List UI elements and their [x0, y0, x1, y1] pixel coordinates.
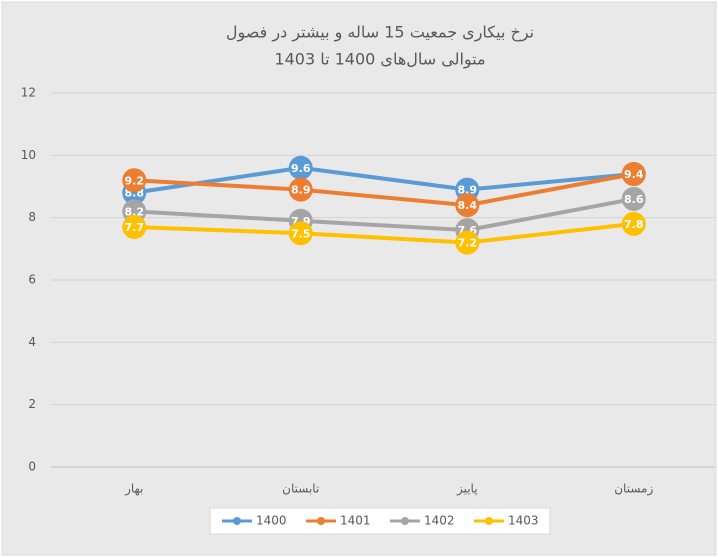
point — [122, 168, 147, 193]
y-tick-label: 8 — [28, 210, 36, 224]
line — [134, 172, 635, 208]
value-label: 7.2 — [458, 237, 478, 250]
line — [134, 197, 635, 233]
point — [621, 162, 646, 187]
point — [122, 215, 147, 240]
point — [621, 211, 646, 236]
value-label: 7.7 — [125, 221, 145, 234]
value-label: 7.5 — [291, 227, 311, 240]
line — [134, 221, 634, 245]
legend-label: 1403 — [508, 514, 539, 528]
value-label: 8.9 — [458, 184, 478, 197]
legend-label: 1402 — [424, 514, 455, 528]
y-tick-label: 0 — [28, 460, 36, 474]
chart-title: متوالی سال‌های 1400 تا 1403 — [274, 50, 485, 70]
legend-marker — [485, 517, 493, 525]
value-label: 8.4 — [458, 199, 478, 212]
point — [455, 193, 480, 218]
point — [621, 186, 646, 211]
value-label: 9.6 — [291, 162, 311, 175]
point — [288, 221, 313, 246]
value-label: 9.4 — [624, 168, 644, 181]
legend-label: 1401 — [340, 514, 371, 528]
x-tick-label: پاییز — [456, 482, 478, 497]
y-tick-label: 12 — [21, 86, 36, 100]
legend-marker — [401, 517, 409, 525]
legend-marker — [233, 517, 241, 525]
x-tick-label: بهار — [124, 482, 143, 497]
point — [288, 155, 313, 180]
value-label: 8.9 — [291, 184, 311, 197]
y-tick-label: 6 — [28, 273, 36, 287]
chart-title: نرخ بیکاری جمعیت 15 ساله و بیشتر در فصول — [226, 23, 534, 43]
y-tick-label: 4 — [28, 335, 36, 349]
value-label: 9.2 — [125, 174, 145, 187]
x-tick-label: زمستان — [614, 482, 653, 497]
line — [133, 165, 634, 195]
y-tick-label: 2 — [28, 397, 36, 411]
x-tick-label: تابستان — [282, 482, 319, 496]
y-tick-label: 10 — [21, 148, 36, 162]
point — [455, 230, 480, 255]
legend-label: 1400 — [256, 514, 287, 528]
point — [288, 177, 313, 202]
value-label: 7.8 — [624, 218, 644, 231]
value-label: 8.6 — [624, 193, 644, 206]
value-label: 8.2 — [125, 205, 145, 218]
legend-marker — [317, 517, 325, 525]
